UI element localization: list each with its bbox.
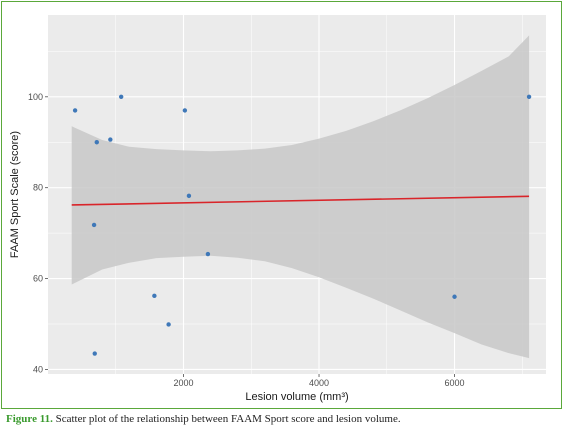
x-axis-title: Lesion volume (mm³) — [245, 391, 348, 403]
caption-text: Scatter plot of the relationship between… — [52, 413, 401, 425]
data-point — [94, 140, 99, 145]
figure-label: Figure 11. — [6, 413, 53, 425]
x-tick-label: 2000 — [173, 378, 193, 388]
data-point — [91, 222, 97, 228]
x-tick-label: 4000 — [309, 378, 329, 388]
data-point — [205, 251, 211, 257]
y-axis-ticks: 40 60 80 100 — [28, 92, 48, 374]
data-points — [72, 94, 532, 356]
y-axis-title: FAAM Sport Scale (score) — [9, 131, 21, 258]
confidence-band — [71, 35, 530, 359]
y-tick-label: 80 — [33, 183, 43, 193]
data-point — [182, 108, 188, 113]
regression-line — [71, 195, 530, 206]
y-tick-label: 60 — [33, 274, 43, 284]
data-point — [108, 137, 113, 142]
data-point — [118, 94, 124, 99]
x-tick-label: 6000 — [445, 378, 465, 388]
data-point — [186, 193, 192, 199]
x-axis-ticks: 2000 4000 6000 — [173, 374, 465, 388]
data-point — [92, 351, 97, 356]
data-point — [452, 294, 457, 299]
scatter-chart: 40 60 80 100 2000 4000 6000 Lesion volume (mm… — [9, 15, 546, 403]
y-tick-label: 100 — [28, 92, 43, 102]
y-tick-label: 40 — [33, 364, 43, 374]
data-point — [526, 94, 532, 99]
figure-caption: Figure 11. Scatter plot of the relations… — [6, 413, 401, 425]
data-point — [152, 293, 157, 299]
data-point — [166, 322, 171, 327]
data-point — [72, 108, 78, 113]
